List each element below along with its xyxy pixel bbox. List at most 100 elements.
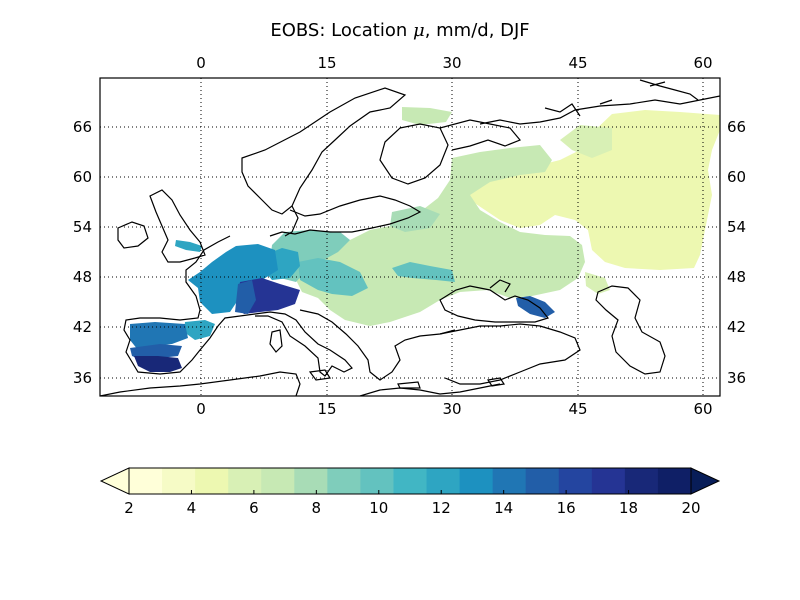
colorbar-tick-label: 14 xyxy=(494,499,513,517)
colorbar xyxy=(99,467,721,495)
coast-libya xyxy=(359,383,501,396)
colorbar-tick-label: 10 xyxy=(369,499,388,517)
coast-turkey xyxy=(439,323,581,385)
colorbar-bin xyxy=(492,468,527,494)
region-britain xyxy=(175,240,202,252)
colorbar-tick-label: 8 xyxy=(312,499,322,517)
lon-labels-top: 0 15 30 45 60 xyxy=(196,54,712,72)
map-frame xyxy=(99,77,721,397)
coast-azov xyxy=(489,279,511,293)
colorbar-bin xyxy=(558,468,593,494)
colorbar-tick-label: 20 xyxy=(681,499,700,517)
figure-title: EOBS: Location μ, mm/d, DJF xyxy=(270,20,530,41)
region-iberia-north xyxy=(184,320,215,340)
lon-tick-label: 45 xyxy=(568,54,587,72)
colorbar-ticks: 2 4 6 8 10 12 14 16 18 20 xyxy=(124,490,701,517)
region-arctic-patch xyxy=(402,107,452,125)
colorbar-extend-under xyxy=(99,467,130,495)
coast-france-iberia-west xyxy=(123,235,241,375)
coast-sardinia xyxy=(269,329,283,353)
colorbar-bin xyxy=(360,468,394,494)
coast-finland xyxy=(379,123,449,185)
lat-tick-label: 60 xyxy=(727,168,746,186)
coast-scandinavia xyxy=(241,87,407,215)
colorbar-tick-label: 6 xyxy=(249,499,259,517)
region-baltic xyxy=(390,206,440,232)
lon-tick-label: 0 xyxy=(196,400,206,418)
lat-tick-label: 60 xyxy=(73,168,92,186)
region-iberia-west xyxy=(130,322,188,350)
coast-arctic-islands xyxy=(544,81,666,117)
lat-tick-label: 42 xyxy=(727,318,746,336)
map-grid xyxy=(100,78,720,396)
lon-tick-label: 15 xyxy=(317,400,336,418)
lat-tick-label: 36 xyxy=(727,369,746,387)
coast-kola-white-sea xyxy=(439,119,521,151)
colorbar-bin xyxy=(228,468,262,494)
region-north-russia xyxy=(560,125,612,158)
colorbar-bin xyxy=(162,468,196,494)
colorbar-bin xyxy=(294,468,328,494)
lat-tick-label: 66 xyxy=(73,118,92,136)
colorbar-tick-label: 2 xyxy=(124,499,134,517)
lon-tick-label: 60 xyxy=(693,400,712,418)
lon-tick-label: 30 xyxy=(442,400,461,418)
colorbar-bin xyxy=(327,468,361,494)
lon-tick-label: 45 xyxy=(568,400,587,418)
colorbar-bin xyxy=(426,468,461,494)
coast-adriatic xyxy=(299,309,456,381)
colorbar-tick-label: 16 xyxy=(557,499,576,517)
coast-barents xyxy=(479,95,720,125)
lat-labels-right: 66 60 54 48 42 36 xyxy=(727,118,746,387)
colorbar-tick-label: 18 xyxy=(619,499,638,517)
colorbar-tick-label: 4 xyxy=(187,499,197,517)
coast-italy xyxy=(239,311,353,377)
colorbar-bin xyxy=(459,468,494,494)
coast-africa xyxy=(100,371,301,396)
lat-tick-label: 36 xyxy=(73,369,92,387)
lon-tick-label: 60 xyxy=(693,54,712,72)
lon-tick-label: 0 xyxy=(196,54,206,72)
region-ukraine-river xyxy=(392,262,455,282)
lat-tick-label: 48 xyxy=(727,268,746,286)
region-france xyxy=(188,244,278,314)
lat-labels-left: 66 60 54 48 42 36 xyxy=(73,118,92,387)
coast-novaya-zemlya xyxy=(639,79,699,101)
colorbar-bin xyxy=(591,468,626,494)
colorbar-bin xyxy=(393,468,428,494)
colorbar-bin xyxy=(624,468,659,494)
lat-tick-label: 54 xyxy=(73,218,92,236)
colorbar-bin xyxy=(657,468,692,494)
region-caucasus xyxy=(516,296,555,318)
lat-tick-label: 54 xyxy=(727,218,746,236)
colorbar-extend-over xyxy=(690,467,721,495)
coast-caspian xyxy=(595,285,666,375)
region-caspian-fringe xyxy=(585,272,610,294)
region-east-russia xyxy=(462,110,720,270)
coastlines xyxy=(100,79,720,396)
coast-black-sea xyxy=(439,285,550,323)
colorbar-outline xyxy=(128,467,692,495)
colorbar-tick-label: 12 xyxy=(432,499,451,517)
lon-tick-label: 15 xyxy=(317,54,336,72)
colorbar-bin xyxy=(195,468,229,494)
region-rhone xyxy=(235,280,256,314)
coast-baltic-south xyxy=(269,195,422,237)
coast-ireland xyxy=(117,221,149,249)
lat-tick-label: 66 xyxy=(727,118,746,136)
colorbar-bin xyxy=(525,468,560,494)
region-iberia-south xyxy=(134,356,182,372)
data-regions xyxy=(130,107,720,372)
coast-jutland xyxy=(284,205,299,237)
coast-britain xyxy=(149,189,206,263)
coast-cyprus xyxy=(486,377,506,387)
lon-labels-bottom: 0 15 30 45 60 xyxy=(196,400,712,418)
lat-tick-label: 48 xyxy=(73,268,92,286)
coast-crete xyxy=(397,381,421,389)
lon-tick-label: 30 xyxy=(442,54,461,72)
region-eastern-europe xyxy=(296,145,585,326)
colorbar-bin xyxy=(129,468,163,494)
lat-tick-label: 42 xyxy=(73,318,92,336)
